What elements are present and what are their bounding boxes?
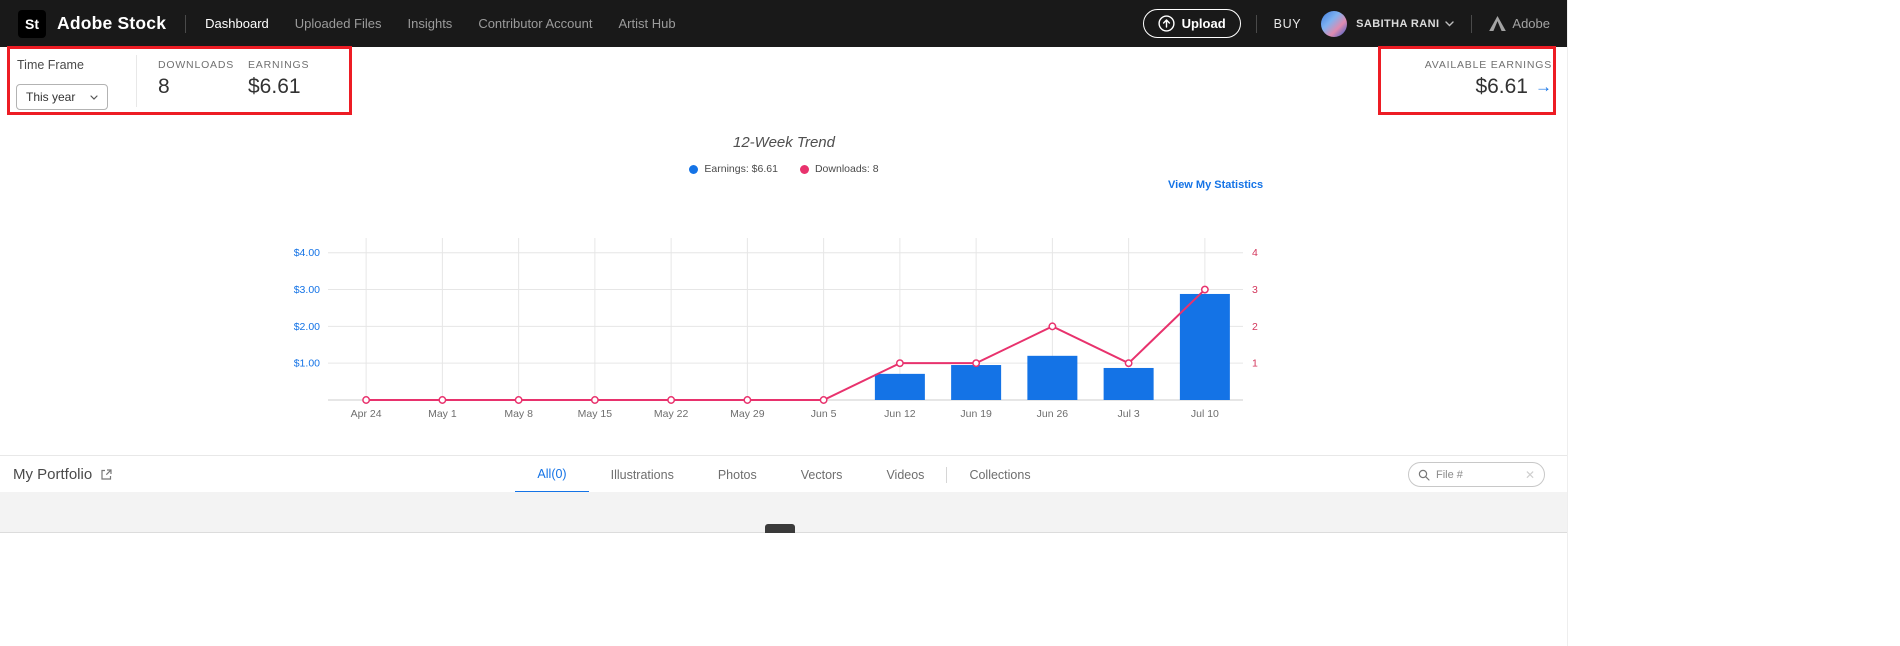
stats-divider (136, 55, 137, 107)
tab-illustrations[interactable]: Illustrations (610, 467, 674, 482)
adobe-stock-logo-icon[interactable]: St (18, 9, 46, 38)
adobe-logo-icon (1489, 16, 1507, 31)
earnings-label: EARNINGS (248, 59, 310, 71)
svg-text:Jun 19: Jun 19 (960, 408, 992, 420)
nav-item-dashboard[interactable]: Dashboard (205, 16, 269, 31)
nav-divider (185, 14, 187, 33)
upload-button[interactable]: Upload (1142, 9, 1241, 38)
nav-item-insights[interactable]: Insights (407, 16, 453, 31)
earnings-value: $6.61 (248, 75, 301, 98)
tab-all[interactable]: All(0) (515, 456, 589, 493)
adobe-label: Adobe (1512, 16, 1550, 31)
chart-title: 12-Week Trend (733, 134, 835, 151)
chevron-down-icon[interactable] (1445, 20, 1455, 27)
nav-right-group: Upload BUY SABITHA RANI Adobe (1142, 9, 1550, 38)
upload-label: Upload (1181, 16, 1226, 31)
svg-text:$4.00: $4.00 (294, 247, 320, 259)
legend-earnings-label: Earnings: $6.61 (704, 163, 778, 175)
svg-text:Jul 10: Jul 10 (1191, 408, 1219, 420)
svg-text:Jun 12: Jun 12 (884, 408, 916, 420)
available-earnings-arrow-icon[interactable]: → (1535, 77, 1552, 96)
user-avatar[interactable] (1321, 10, 1348, 37)
svg-text:May 1: May 1 (428, 408, 457, 420)
trend-chart-wrap: $1.00 1 $2.00 2 $3.00 3 $4.00 4 Apr 24 May 1 May 8… (293, 235, 1268, 432)
nav-divider (1471, 14, 1473, 33)
svg-text:May 22: May 22 (654, 408, 689, 420)
view-my-statistics-link[interactable]: View My Statistics (1168, 179, 1264, 191)
available-earnings-label: AVAILABLE EARNINGS (1424, 59, 1552, 71)
svg-text:$1.00: $1.00 (294, 358, 320, 370)
svg-text:Jul 3: Jul 3 (1118, 408, 1140, 420)
legend-item-downloads: Downloads: 8 (799, 163, 879, 175)
earnings-stat: EARNINGS $6.61 (248, 59, 309, 99)
trend-chart: $1.00 1 $2.00 2 $3.00 3 $4.00 4 Apr 24 May 1 May 8… (294, 238, 1258, 420)
downloads-stat: DOWNLOADS 8 (158, 59, 234, 99)
legend-downloads-label: Downloads: 8 (814, 163, 879, 175)
portfolio-bar: My Portfolio All(0) Illustrations Photos… (0, 455, 1567, 493)
svg-text:Apr 24: Apr 24 (351, 408, 382, 420)
top-navbar: St Adobe Stock Dashboard Uploaded Files … (0, 0, 1567, 47)
portfolio-title: My Portfolio (13, 466, 93, 483)
svg-text:May 29: May 29 (730, 408, 765, 420)
time-frame-select[interactable]: This year (16, 84, 108, 110)
downloads-value: 8 (158, 75, 170, 98)
svg-text:Jun 26: Jun 26 (1037, 408, 1069, 420)
downloads-legend-dot-icon (799, 164, 809, 174)
external-link-icon[interactable] (100, 468, 113, 481)
adobe-corp-link[interactable]: Adobe (1489, 16, 1550, 31)
svg-text:Jun 5: Jun 5 (811, 408, 837, 420)
user-name[interactable]: SABITHA RANI (1356, 17, 1440, 30)
chart-legend: Earnings: $6.61 Downloads: 8 (0, 163, 1567, 175)
time-frame-label: Time Frame (17, 58, 84, 72)
legend-item-earnings: Earnings: $6.61 (689, 163, 778, 175)
svg-text:3: 3 (1252, 284, 1258, 296)
brand-title[interactable]: Adobe Stock (57, 13, 167, 33)
nav-item-contributor-account[interactable]: Contributor Account (478, 16, 593, 31)
earnings-legend-dot-icon (689, 164, 699, 174)
tab-divider (946, 466, 948, 483)
buy-link[interactable]: BUY (1273, 16, 1302, 31)
svg-text:$2.00: $2.00 (294, 321, 320, 333)
svg-text:1: 1 (1252, 358, 1258, 370)
tab-collections[interactable]: Collections (969, 467, 1031, 482)
chevron-down-icon (90, 94, 98, 100)
svg-text:$3.00: $3.00 (294, 284, 320, 296)
file-search-box: ✕ (1408, 462, 1545, 487)
stats-bar: Time Frame This year DOWNLOADS 8 EARNING… (0, 47, 1567, 115)
upload-circle-arrow-icon (1157, 15, 1175, 32)
svg-text:May 15: May 15 (578, 408, 613, 420)
svg-text:2: 2 (1252, 321, 1258, 333)
available-earnings-value: $6.61 (1475, 75, 1528, 98)
primary-nav: Dashboard Uploaded Files Insights Contri… (205, 16, 675, 31)
adobe-stock-dashboard-page: St Adobe Stock Dashboard Uploaded Files … (0, 0, 1568, 646)
trend-section: 12-Week Trend Earnings: $6.61 Downloads:… (0, 115, 1567, 455)
tab-photos[interactable]: Photos (717, 467, 757, 482)
nav-item-uploaded-files[interactable]: Uploaded Files (294, 16, 382, 31)
bottom-center-artifact (765, 524, 795, 533)
search-icon (1418, 469, 1430, 481)
portfolio-content-area (0, 492, 1567, 533)
portfolio-tabs: All(0) Illustrations Photos Vectors Vide… (0, 456, 1567, 493)
file-search-input[interactable] (1436, 468, 1519, 481)
nav-divider (1255, 14, 1257, 33)
clear-search-icon[interactable]: ✕ (1524, 467, 1535, 482)
available-earnings-stat: AVAILABLE EARNINGS $6.61 → (1425, 59, 1552, 99)
tab-vectors[interactable]: Vectors (800, 467, 843, 482)
downloads-label: DOWNLOADS (158, 59, 235, 71)
time-frame-value: This year (26, 90, 76, 104)
svg-text:May 8: May 8 (504, 408, 533, 420)
tab-videos[interactable]: Videos (886, 467, 925, 482)
nav-item-artist-hub[interactable]: Artist Hub (618, 16, 676, 31)
svg-text:4: 4 (1252, 247, 1258, 259)
